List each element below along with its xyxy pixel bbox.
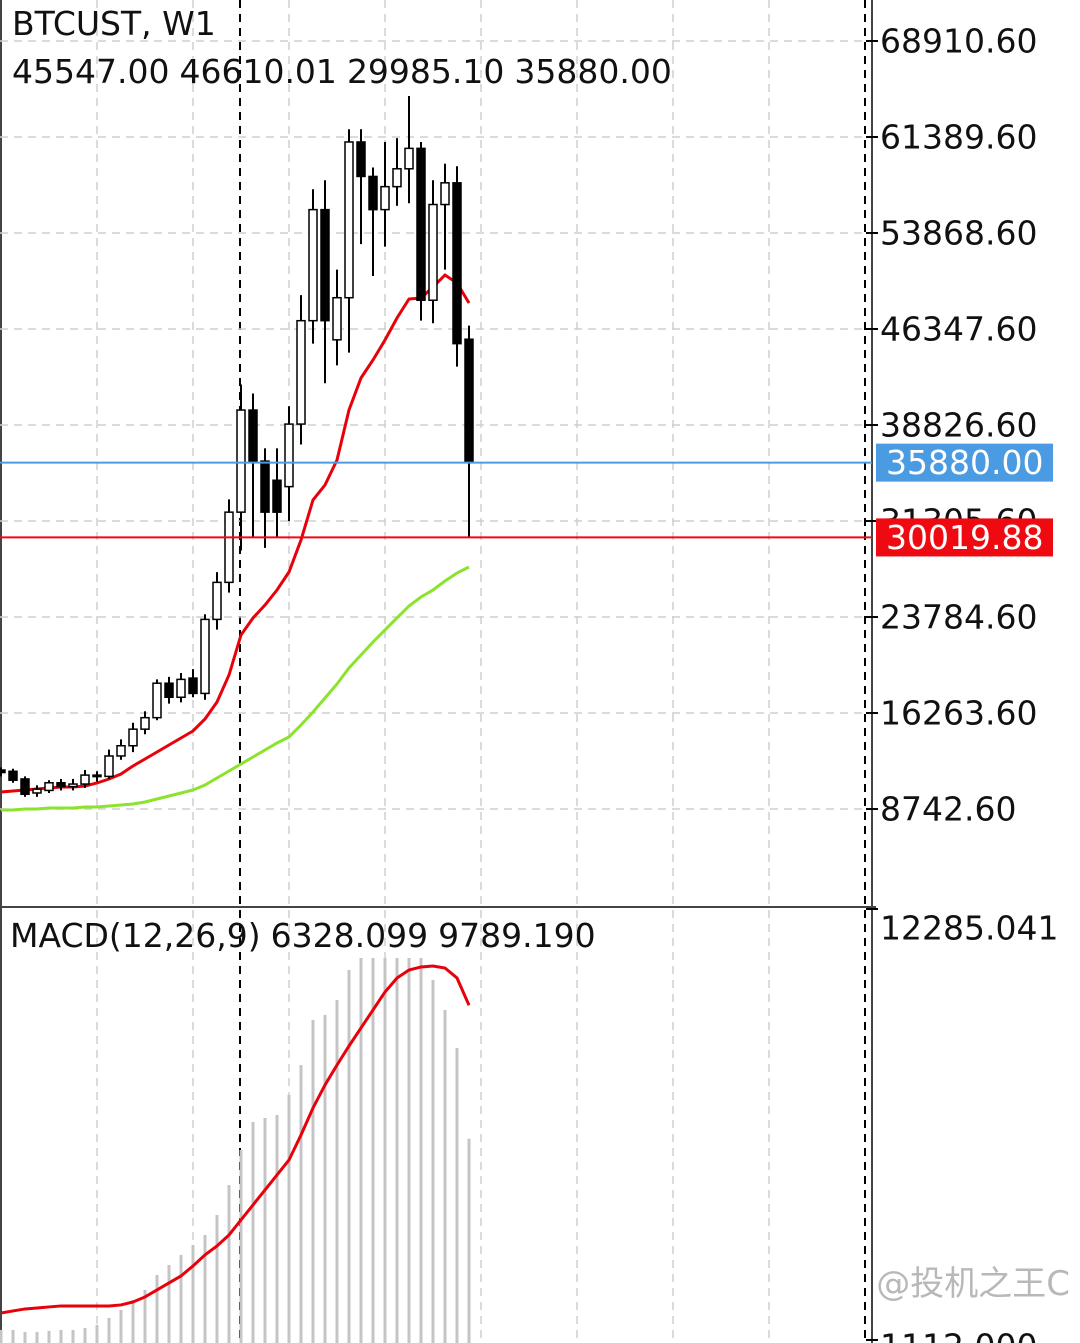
high-label: 46610.01 [179, 52, 337, 91]
candle-body [200, 618, 210, 695]
candle-body [44, 782, 54, 792]
candle-body [296, 319, 306, 425]
candle-body [188, 677, 198, 695]
price-label-box [876, 518, 1053, 557]
candle-body [464, 338, 474, 464]
candle-body [164, 682, 174, 698]
symbol-title: BTCUST, W1 [12, 4, 216, 43]
candle-body [452, 182, 462, 345]
watermark: @投机之王C [876, 1264, 1070, 1304]
low-label: 29985.10 [346, 52, 505, 91]
macd-value: 6328.099 [270, 916, 429, 955]
candle-body [128, 728, 138, 747]
candle-body [248, 409, 258, 462]
y-tick-label: 61389.60 [880, 118, 1037, 157]
y-tick-label: 68910.60 [880, 22, 1037, 61]
candle-body [344, 141, 354, 299]
price-label-box [876, 443, 1053, 482]
candle-body [392, 168, 402, 188]
close-label: 35880.00 [514, 52, 672, 91]
candle-body [416, 147, 426, 302]
macd-header: MACD(12,26,9) 6328.099 9789.190 [10, 916, 606, 955]
candle-body [152, 682, 162, 719]
price-label: 35880.00 [886, 443, 1043, 482]
candle-body [404, 147, 414, 170]
y-tick-label: 1112.000 [880, 1327, 1037, 1343]
candle-body [56, 782, 66, 788]
signal-value: 9789.190 [438, 916, 596, 955]
candle-body [20, 778, 30, 796]
candle-body [368, 175, 378, 211]
candle-body [32, 788, 42, 794]
candle-body [428, 203, 438, 302]
y-tick-label: 23784.60 [880, 598, 1037, 637]
candle-body [212, 581, 222, 621]
candle-body [308, 208, 318, 322]
candle-body [224, 511, 234, 584]
ohlc-header: 45547.00 46610.01 29985.10 35880.00 [12, 52, 682, 91]
candle-body [356, 141, 366, 178]
candle-body [380, 185, 390, 211]
candle-body [68, 783, 78, 788]
y-tick-label: 46347.60 [880, 310, 1037, 349]
signal-line [0, 964, 471, 1315]
candle-body [260, 460, 270, 513]
candle-body [320, 208, 330, 322]
candle-body [8, 770, 18, 781]
y-tick-label: 38826.60 [880, 406, 1037, 445]
price-label: 30019.88 [886, 518, 1043, 557]
moving-average [1, 565, 470, 812]
moving-average [0, 273, 471, 794]
candle-body [272, 479, 282, 513]
candle-body [104, 755, 114, 778]
candle-body [0, 769, 6, 774]
candle-body [116, 745, 126, 757]
y-tick-label: 16263.60 [880, 694, 1037, 733]
candle-body [176, 678, 186, 698]
macd-title: MACD(12,26,9) [10, 916, 261, 955]
candle-body [440, 182, 450, 206]
y-tick-label: 8742.60 [880, 790, 1016, 829]
open-label: 45547.00 [12, 52, 170, 91]
y-tick-label: 12285.041 [880, 909, 1058, 948]
candle-body [284, 423, 294, 488]
candle-body [332, 296, 342, 341]
candle-body [140, 716, 150, 730]
candle-body [80, 774, 90, 785]
candle-body [236, 409, 246, 513]
candle-body [92, 774, 102, 778]
y-tick-label: 53868.60 [880, 214, 1037, 253]
